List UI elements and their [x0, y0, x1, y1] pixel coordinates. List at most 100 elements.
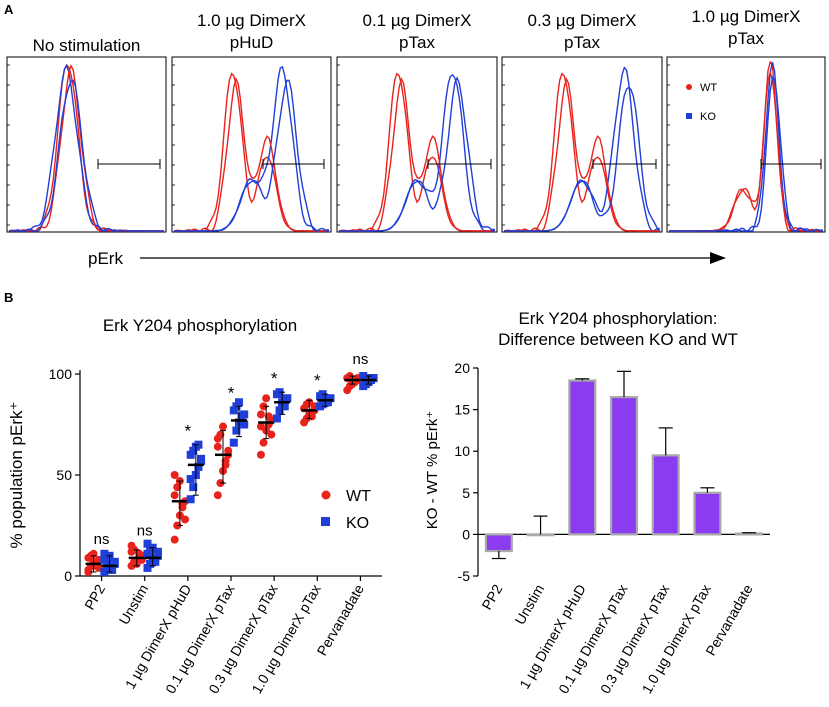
wt-histogram-line [669, 70, 823, 232]
ko-data-point [186, 450, 195, 459]
scatter-y-tick-label: 0 [64, 568, 72, 584]
wt-data-point [84, 567, 93, 576]
bar-y-tick-label: 20 [454, 360, 470, 376]
scatter-y-tick-label: 50 [56, 467, 72, 483]
ko-data-point [153, 547, 162, 556]
histogram-panels: No stimulation 1.0 µg DimerX pHuD 0.1 µg Di… [6, 7, 826, 233]
histogram-title: 1.0 µg DimerX [197, 11, 306, 30]
histogram-legend: WT KO [686, 82, 717, 123]
ko-data-point [232, 426, 241, 435]
ko-data-point [186, 495, 195, 504]
significance-label: * [185, 422, 192, 441]
histogram-frame [666, 56, 826, 233]
histogram-title: pTax [399, 33, 435, 52]
perk-axis-label: pErk [88, 249, 123, 268]
wt-data-point [259, 438, 268, 447]
legend-wt-marker [686, 84, 692, 90]
perk-axis-arrowhead [710, 252, 726, 264]
ko-histogram-line [174, 79, 329, 232]
wt-data-point [264, 412, 273, 421]
histogram-panel: No stimulation [6, 36, 167, 233]
wt-histogram-line [503, 72, 660, 232]
wt-data-point [256, 450, 265, 459]
wt-data-point [213, 434, 222, 443]
bar-x-tick-label: PP2 [478, 581, 505, 612]
wt-histogram-line [173, 72, 329, 232]
wt-data-point [181, 515, 190, 524]
ko-data-point [189, 446, 198, 455]
ko-data-point [100, 549, 109, 558]
wt-data-point [267, 430, 276, 439]
bar [484, 533, 513, 553]
ko-data-point [100, 567, 109, 576]
ko-histogram-line [504, 86, 661, 232]
histogram-title: pTax [564, 33, 600, 52]
histogram-frame [171, 56, 332, 233]
significance-label: * [314, 371, 321, 390]
significance-label: ns [353, 351, 369, 368]
histogram-frame [336, 56, 498, 233]
legend-ko-label: KO [700, 111, 716, 123]
ko-data-point [367, 374, 376, 383]
scatter-y-tick-label: 100 [49, 366, 73, 382]
wt-data-point [256, 410, 265, 419]
ko-data-point [189, 483, 198, 492]
significance-label: ns [137, 523, 153, 540]
ko-histogram-line [339, 76, 496, 232]
ko-data-point [323, 398, 332, 407]
ko-data-point [240, 420, 249, 429]
ko-data-point [275, 406, 284, 415]
wt-data-point [221, 460, 230, 469]
histogram-title: 0.1 µg DimerX [363, 11, 472, 30]
ko-histogram-line [174, 66, 330, 232]
bar-title-line-1: Erk Y204 phosphorylation: [518, 309, 717, 328]
bar-y-tick-label: 10 [454, 443, 470, 459]
histogram-title: pHuD [230, 33, 273, 52]
wt-data-point [170, 535, 179, 544]
ko-data-point [229, 438, 238, 447]
wt-data-point [135, 549, 144, 558]
ko-histogram-line [669, 61, 824, 232]
wt-data-point [213, 442, 222, 451]
scatter-legend-ko-marker [321, 517, 330, 526]
ko-data-point [108, 565, 117, 574]
wt-data-point [224, 446, 233, 455]
wt-data-point [170, 491, 179, 500]
ko-data-point [235, 398, 243, 407]
wt-data-point [213, 491, 222, 500]
wt-data-point [170, 471, 179, 479]
perk-axis: pErk [88, 249, 726, 268]
ko-data-point [272, 414, 281, 423]
bar-y-tick-label: 15 [454, 402, 470, 418]
bar-y-tick-label: 5 [462, 485, 470, 501]
bar-y-label: KO - WT % pErk⁺ [424, 411, 441, 529]
wt-data-point [219, 422, 227, 431]
ko-histogram-line [669, 75, 823, 232]
scatter-legend-wt-marker [321, 490, 331, 500]
ko-data-point [229, 406, 238, 415]
bar [568, 379, 597, 536]
histogram-title: No stimulation [33, 36, 141, 55]
ko-data-point [151, 557, 160, 566]
ko-histogram-line [339, 73, 496, 232]
bar-y-tick-label: 0 [462, 526, 470, 542]
ko-data-point [146, 559, 155, 568]
wt-histogram-line [669, 60, 824, 232]
wt-histogram-line [173, 77, 329, 232]
ko-data-point [359, 372, 368, 381]
histogram-panel: 1.0 µg DimerX pHuD [171, 11, 332, 233]
legend-wt-label: WT [700, 82, 717, 94]
ko-data-point [110, 559, 119, 568]
wt-data-point [262, 394, 271, 403]
scatter-y-label: % population pErk⁺ [7, 402, 26, 549]
scatter-x-tick-label: Unstim [116, 582, 152, 628]
histogram-panel: 0.3 µg DimerX pTax [501, 11, 663, 233]
ko-data-point [326, 394, 335, 403]
ko-data-point [283, 394, 292, 403]
ko-data-point [280, 402, 289, 411]
significance-label: * [228, 383, 235, 402]
scatter-legend-ko-label: KO [346, 515, 369, 532]
panel-label-b: B [4, 290, 13, 305]
